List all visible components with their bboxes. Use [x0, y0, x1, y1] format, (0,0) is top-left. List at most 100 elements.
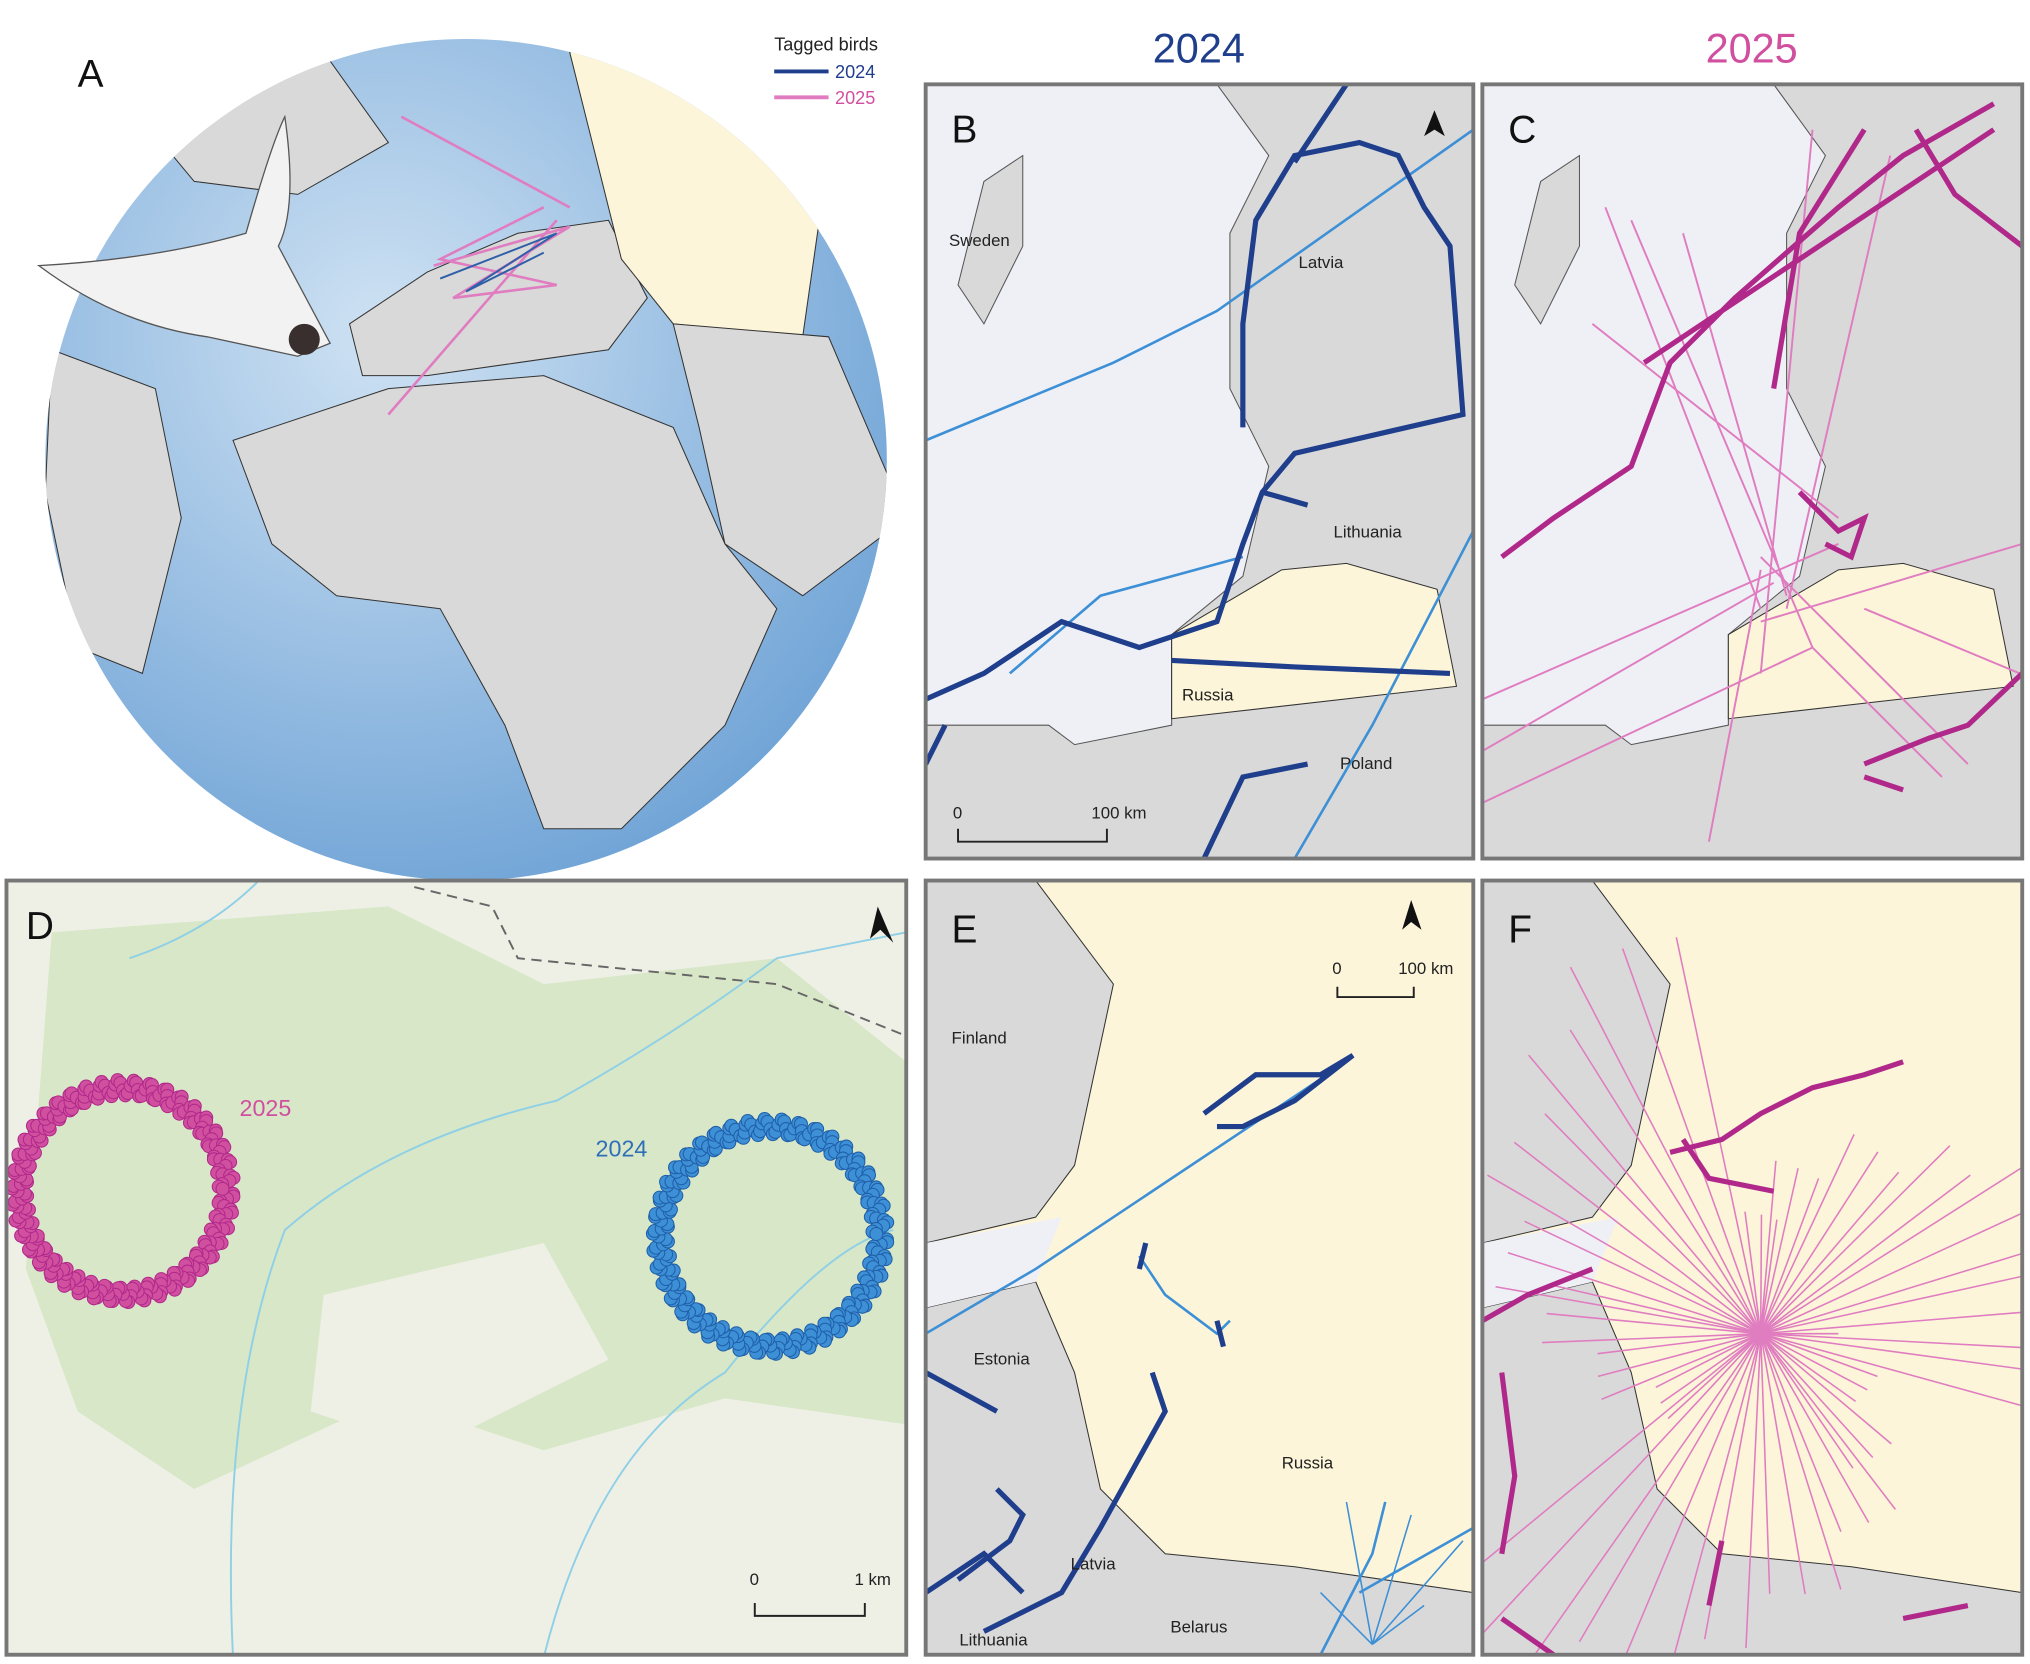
- scale-label: 0: [750, 1570, 759, 1589]
- track-point: [1760, 1333, 1897, 1510]
- track-point: [1597, 1332, 1761, 1355]
- track-point: [1760, 1332, 2023, 1370]
- legend-title: Tagged birds: [774, 35, 878, 55]
- track-point: [1660, 1333, 1762, 1404]
- place-label: Finland: [952, 1029, 1007, 1048]
- track-point: [1760, 1311, 2023, 1335]
- panel-letter: F: [1508, 909, 1532, 952]
- place-label: Sweden: [949, 231, 1010, 250]
- panel-letter: E: [952, 909, 978, 952]
- track-point: [1625, 1333, 1762, 1655]
- track-point: [1667, 1333, 1762, 1420]
- track-point: [1524, 1220, 1762, 1335]
- panel-frame: [1480, 82, 2025, 861]
- track-point: [1544, 1113, 1762, 1335]
- map-c: [1482, 84, 2023, 859]
- scale-label: 100 km: [1091, 803, 1146, 822]
- track-point: [1569, 966, 1762, 1335]
- track-point: [1759, 1333, 1842, 1532]
- track-point: [1546, 1312, 1761, 1335]
- track-point: [1760, 1252, 2023, 1335]
- track-point: [1759, 1168, 1799, 1334]
- track-point: [1655, 1332, 1762, 1388]
- track-point: [1507, 1252, 1761, 1335]
- track-point: [1760, 1166, 2023, 1335]
- track-point: [1760, 1145, 1951, 1335]
- track-point: [1760, 1333, 1870, 1523]
- track-point: [1759, 1333, 1771, 1594]
- scale-bar: [957, 828, 1108, 843]
- track-point: [1601, 1332, 1762, 1401]
- track-point: [869, 1227, 884, 1242]
- track-point: [215, 1181, 230, 1196]
- track-point: [1744, 1211, 1762, 1334]
- column-header: 2024: [1153, 25, 1245, 71]
- panel-frame: [923, 878, 1476, 1657]
- north-arrow: [870, 906, 894, 943]
- globe: [37, 39, 887, 881]
- track-point: [1759, 1219, 1778, 1334]
- track-point: [1760, 1174, 1971, 1335]
- place-label: Russia: [1282, 1453, 1334, 1472]
- legend-item: 2024: [835, 62, 875, 82]
- track-point: [1569, 1029, 1762, 1335]
- track-point: [1760, 1332, 1868, 1391]
- track-point: [1675, 937, 1762, 1334]
- track-point: [1487, 1174, 1762, 1335]
- track-point: [1760, 1333, 1892, 1445]
- place-label: Latvia: [1299, 253, 1345, 272]
- track-point: [1542, 1332, 1761, 1344]
- legend-item: 2025: [835, 88, 875, 108]
- track-point: [1760, 1212, 2023, 1335]
- panel-letter: D: [26, 905, 54, 948]
- map-b: [925, 84, 1474, 859]
- panel-letter: C: [1508, 109, 1536, 152]
- scale-label: 100 km: [1398, 959, 1453, 978]
- track-point: [1578, 1333, 1762, 1643]
- track-point: [1760, 1333, 1874, 1459]
- column-header: 2025: [1706, 25, 1798, 71]
- track-point: [1621, 948, 1762, 1334]
- track-point: [1597, 1332, 1761, 1378]
- panel-letter: A: [78, 53, 104, 96]
- track-point: [1759, 1178, 1820, 1334]
- north-arrow: [1402, 899, 1422, 930]
- map-d: [6, 880, 907, 1655]
- track-point: [1760, 1134, 1855, 1335]
- track-point: [1760, 1171, 1900, 1335]
- ring-label: 2025: [240, 1095, 292, 1121]
- track-point: [1760, 1151, 1879, 1335]
- panel-frame: [1480, 878, 2025, 1657]
- track-point: [1760, 1332, 2023, 1407]
- scale-label: 0: [1332, 959, 1341, 978]
- scale-bar: [753, 1602, 866, 1617]
- scale-bar: [1336, 986, 1415, 999]
- place-label: Lithuania: [959, 1631, 1028, 1650]
- track-point: [1554, 1285, 1761, 1335]
- panel-frame: [923, 82, 1476, 861]
- place-label: Latvia: [1071, 1554, 1117, 1573]
- track-point: [1533, 1333, 1762, 1655]
- track-point: [1759, 1333, 1842, 1590]
- place-label: Belarus: [1170, 1618, 1227, 1637]
- track-point: [1760, 1333, 1857, 1402]
- place-label: Estonia: [974, 1350, 1031, 1369]
- panel-letter: B: [952, 109, 978, 152]
- track-point: [1513, 1141, 1762, 1335]
- track-point: [1673, 1333, 1762, 1655]
- panel-frame: [4, 878, 909, 1657]
- north-arrow: [1424, 110, 1445, 137]
- track-point: [1760, 1275, 2023, 1335]
- track-point: [1760, 1333, 1854, 1469]
- track-point: [1759, 1333, 1806, 1595]
- place-label: Russia: [1182, 686, 1234, 705]
- track-point: [1495, 1285, 1761, 1335]
- scale-label: 0: [953, 803, 962, 822]
- track-point: [1759, 1214, 1763, 1334]
- place-label: Poland: [1340, 754, 1392, 773]
- track-point: [1482, 1333, 1762, 1634]
- track-point: [1745, 1333, 1762, 1648]
- scale-label: 1 km: [854, 1570, 890, 1589]
